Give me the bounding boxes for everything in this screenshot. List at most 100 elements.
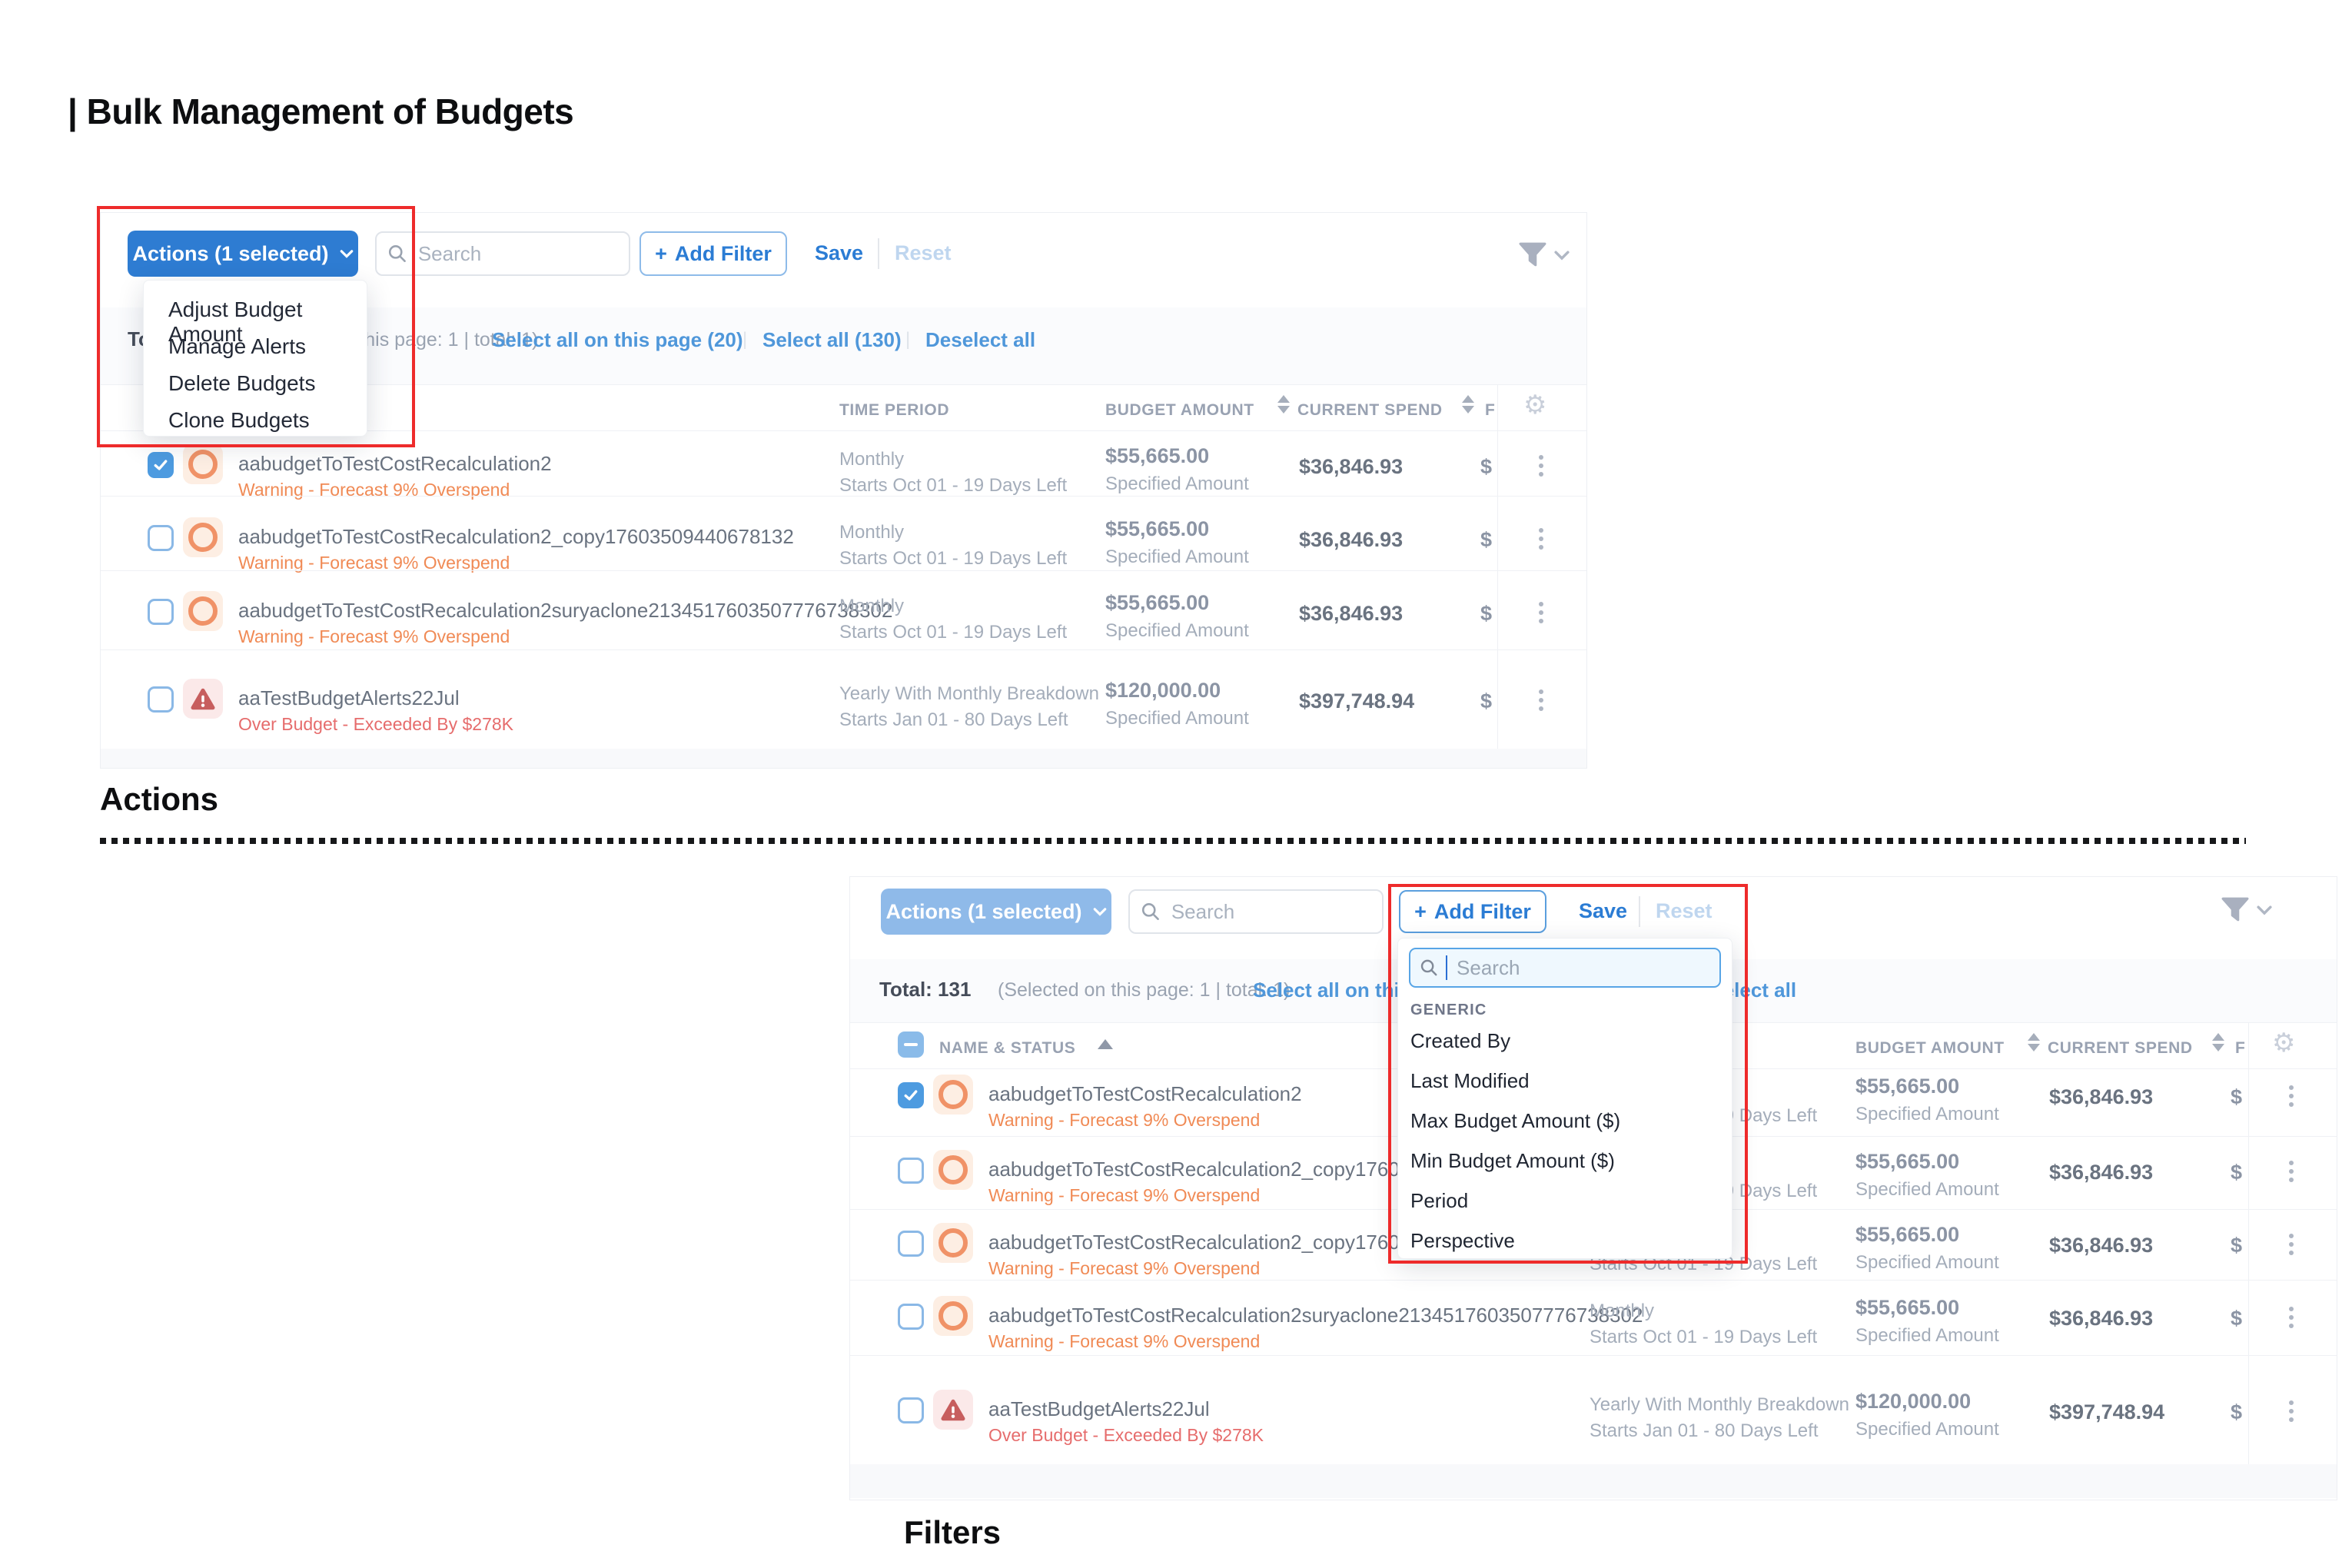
column-header-clipped: F	[2235, 1039, 2246, 1057]
add-filter-button[interactable]: + Add Filter	[1399, 890, 1546, 933]
search-icon	[1420, 959, 1437, 976]
highlight-box-actions	[97, 206, 415, 447]
period: Yearly With Monthly Breakdown	[839, 683, 1099, 704]
budget-name[interactable]: aabudgetToTestCostRecalculation2suryaclo…	[988, 1304, 1643, 1327]
deselect-all-link[interactable]: Deselect all	[925, 328, 1036, 351]
filter-funnel-icon[interactable]	[2220, 896, 2251, 924]
sort-icon[interactable]	[1462, 395, 1474, 414]
menu-item-manage-alerts[interactable]: Manage Alerts	[168, 334, 306, 358]
reset-button[interactable]: Reset	[1656, 899, 1713, 922]
warning-ring-icon	[183, 444, 223, 484]
budget-amount: $55,665.00	[1105, 444, 1210, 467]
menu-item-adjust-budget-amount[interactable]: Adjust Budget Amount	[168, 297, 303, 346]
filter-funnel-icon[interactable]	[1517, 241, 1548, 269]
period-detail: Starts Jan 01 - 80 Days Left	[839, 709, 1068, 730]
budget-name[interactable]: aaTestBudgetAlerts22Jul	[238, 686, 460, 709]
row-menu-icon[interactable]	[2287, 1161, 2295, 1186]
period-detail: Starts Oct 01 - 19 Days Left	[839, 475, 1068, 496]
budget-status: Warning - Forecast 9% Overspend	[238, 626, 510, 646]
sort-icon[interactable]	[2028, 1033, 2040, 1051]
row-checkbox[interactable]	[148, 525, 174, 551]
row-menu-icon[interactable]	[1537, 455, 1545, 480]
sort-asc-icon[interactable]	[1098, 1039, 1113, 1049]
select-all-link[interactable]: Select all (130)	[762, 328, 902, 351]
filter-item-created-by[interactable]: Created By	[1410, 1029, 1511, 1052]
budget-status: Warning - Forecast 9% Overspend	[988, 1185, 1261, 1205]
select-all-checkbox[interactable]	[898, 1031, 924, 1058]
row-menu-icon[interactable]	[2287, 1085, 2295, 1111]
filter-search-input[interactable]	[1455, 955, 1710, 981]
row-menu-icon[interactable]	[2287, 1400, 2295, 1426]
budget-name[interactable]: aabudgetToTestCostRecalculation2	[238, 452, 552, 475]
menu-item-delete-budgets[interactable]: Delete Budgets	[168, 371, 316, 395]
period-detail: Starts Oct 01 - 19 Days Left	[839, 548, 1068, 569]
filter-section-label: GENERIC	[1410, 1002, 1487, 1018]
chevron-down-icon[interactable]	[1554, 251, 1570, 261]
search-input-wrap	[1128, 889, 1384, 934]
row-checkbox[interactable]	[148, 599, 174, 625]
chevron-down-icon[interactable]	[2257, 905, 2272, 915]
column-header-name-status[interactable]: NAME & STATUS	[939, 1039, 1076, 1057]
column-header-current-spend[interactable]: CURRENT SPEND	[2048, 1039, 2193, 1057]
section-label-actions: Actions	[100, 781, 219, 817]
period: Monthly	[839, 596, 905, 616]
row-menu-icon[interactable]	[2287, 1234, 2295, 1259]
row-checkbox[interactable]	[148, 686, 174, 713]
page-title: | Bulk Management of Budgets	[68, 91, 574, 131]
add-filter-dropdown-menu: GENERIC Created By Last Modified Max Bud…	[1397, 938, 1732, 1259]
check-icon	[154, 460, 168, 470]
row-menu-icon[interactable]	[1537, 528, 1545, 553]
period: Monthly	[839, 522, 905, 543]
sort-icon[interactable]	[1277, 395, 1290, 414]
save-button[interactable]: Save	[1579, 899, 1628, 922]
actions-dropdown-button[interactable]: Actions (1 selected)	[881, 889, 1111, 935]
chevron-down-icon	[1093, 907, 1106, 916]
row-checkbox[interactable]	[898, 1082, 924, 1108]
gear-icon[interactable]: ⚙	[1523, 390, 1547, 420]
chevron-down-icon	[340, 249, 353, 258]
row-menu-icon[interactable]	[2287, 1307, 2295, 1332]
filter-item-min-budget-amount[interactable]: Min Budget Amount ($)	[1410, 1149, 1615, 1172]
gear-icon[interactable]: ⚙	[2272, 1028, 2296, 1058]
menu-item-clone-budgets[interactable]: Clone Budgets	[168, 408, 310, 432]
column-header-budget-amount[interactable]: BUDGET AMOUNT	[1855, 1039, 2005, 1057]
filter-item-period[interactable]: Period	[1410, 1189, 1469, 1212]
budget-amount: $55,665.00	[1105, 517, 1210, 540]
row-checkbox[interactable]	[898, 1304, 924, 1330]
filter-item-perspective[interactable]: Perspective	[1410, 1229, 1515, 1252]
row-menu-icon[interactable]	[1537, 602, 1545, 627]
row-checkbox[interactable]	[148, 452, 174, 478]
filter-item-last-modified[interactable]: Last Modified	[1410, 1069, 1530, 1092]
column-header-current-spend[interactable]: CURRENT SPEND	[1297, 401, 1443, 419]
row-checkbox[interactable]	[898, 1231, 924, 1257]
budget-status: Warning - Forecast 9% Overspend	[988, 1331, 1261, 1351]
row-checkbox[interactable]	[898, 1158, 924, 1184]
select-all-page-link[interactable]: Select all on this page (20)	[492, 328, 743, 351]
highlight-box-filters	[1388, 884, 1748, 1264]
budget-name[interactable]: aaTestBudgetAlerts22Jul	[988, 1397, 1210, 1420]
column-header-budget-amount[interactable]: BUDGET AMOUNT	[1105, 401, 1254, 419]
reset-button[interactable]: Reset	[895, 241, 952, 264]
save-button[interactable]: Save	[815, 241, 864, 264]
actions-button-label: Actions (1 selected)	[885, 899, 1082, 923]
clipped-amount: $	[1480, 602, 1493, 625]
budget-name[interactable]: aabudgetToTestCostRecalculation2_copy176…	[238, 525, 794, 548]
sort-icon[interactable]	[2212, 1033, 2224, 1051]
filter-item-max-budget-amount[interactable]: Max Budget Amount ($)	[1410, 1109, 1621, 1132]
budget-status: Warning - Forecast 9% Overspend	[238, 553, 510, 573]
budget-name[interactable]: aabudgetToTestCostRecalculation2suryaclo…	[238, 599, 893, 622]
selected-info: (Selected on this page: 1 | total: 1)	[998, 979, 1291, 1001]
row-checkbox[interactable]	[898, 1397, 924, 1423]
search-input[interactable]	[1169, 899, 1371, 925]
add-filter-button[interactable]: + Add Filter	[639, 231, 787, 276]
actions-dropdown-button[interactable]: Actions (1 selected)	[128, 231, 358, 277]
period: Monthly	[1590, 1301, 1655, 1321]
next-row-edge	[101, 749, 1586, 768]
actions-button-label: Actions (1 selected)	[132, 241, 329, 265]
total-count: Total: 131	[879, 978, 972, 1001]
budget-name[interactable]: aabudgetToTestCostRecalculation2	[988, 1082, 1302, 1105]
link-divider: |	[742, 329, 748, 350]
search-input[interactable]	[416, 241, 618, 267]
row-menu-icon[interactable]	[1537, 689, 1545, 715]
search-icon	[388, 245, 406, 262]
